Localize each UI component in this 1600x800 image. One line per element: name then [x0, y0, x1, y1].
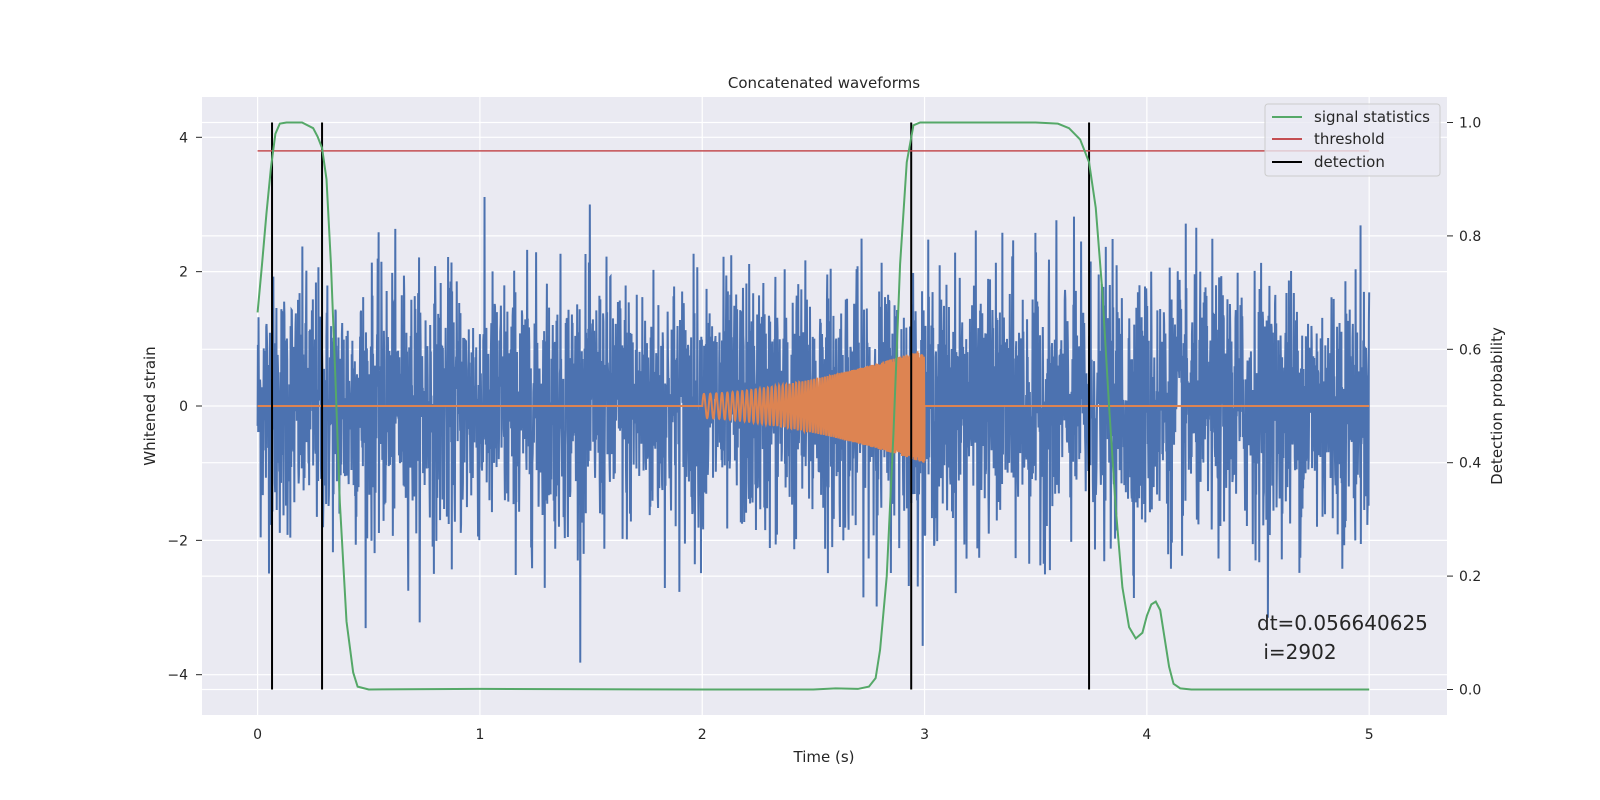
x-tick-label-2: 2: [698, 727, 707, 743]
x-tick-label-4: 4: [1142, 727, 1151, 743]
y-right-tick-label-0: 0.0: [1459, 682, 1481, 698]
x-tick-label-1: 1: [475, 727, 484, 743]
y-right-tick-label-1: 0.2: [1459, 569, 1481, 585]
injection-line: [257, 351, 1370, 463]
legend-box: [1264, 103, 1441, 177]
annotation: dt=0.056640625 i=2902: [1257, 611, 1428, 664]
legend-label-threshold: threshold: [1314, 130, 1385, 148]
y-right-tick-label-3: 0.6: [1459, 342, 1481, 358]
x-tick-label-0: 0: [253, 727, 262, 743]
signal-statistics-line: [256, 121, 1370, 691]
y-left-tick-label-0: −4: [167, 668, 188, 684]
x-axis-ticks: 0 1 2 3 4 5: [253, 727, 1374, 743]
chart-title: Concatenated waveforms: [728, 74, 920, 92]
y-right-tick-label-5: 1.0: [1459, 116, 1481, 132]
legend-label-signal-statistics: signal statistics: [1314, 108, 1430, 126]
annotation-line-i: i=2902: [1257, 640, 1337, 664]
x-tick-label-3: 3: [920, 727, 929, 743]
detection-lines: [271, 122, 1091, 690]
annotation-line-dt: dt=0.056640625: [1257, 611, 1428, 635]
y-left-axis-label: Whitened strain: [141, 346, 159, 465]
y-left-tick-label-1: −2: [167, 533, 188, 549]
y-left-tick-label-2: 0: [179, 399, 188, 415]
y-right-tick-label-4: 0.8: [1459, 229, 1481, 245]
x-axis-label: Time (s): [793, 748, 855, 766]
x-tick-label-5: 5: [1365, 727, 1374, 743]
y-right-axis-ticks: 0.0 0.2 0.4 0.6 0.8 1.0: [1447, 116, 1481, 698]
y-right-axis-label: Detection probability: [1488, 327, 1506, 485]
y-left-tick-label-4: 4: [179, 130, 188, 146]
legend: signal statistics threshold detection: [1264, 103, 1441, 177]
legend-label-detection: detection: [1314, 153, 1385, 171]
y-left-tick-label-3: 2: [179, 265, 188, 281]
y-left-axis-ticks: −4 −2 0 2 4: [167, 130, 202, 684]
y-right-tick-label-2: 0.4: [1459, 456, 1481, 472]
